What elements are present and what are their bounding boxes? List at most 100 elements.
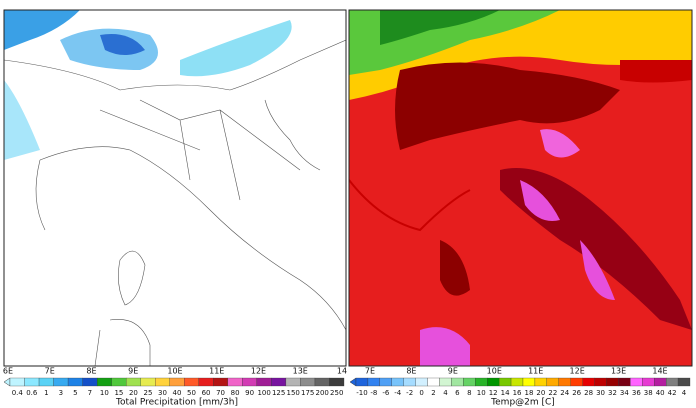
longitude-label: 9E [448,367,458,376]
colorbar-swatch [665,377,679,387]
colorbar-swatch [300,377,316,387]
colorbar-swatch [475,377,488,387]
colorbar-swatch [53,377,69,387]
longitude-label: 11E [528,367,543,376]
right-frame [348,9,693,367]
longitude-label: 14E [652,367,667,376]
colorbar-swatch [140,377,156,387]
colorbar-swatch [510,377,524,387]
colorbar-label: 5 [73,389,77,397]
colorbar-swatch [9,377,25,387]
longitude-label: 6E [3,367,13,376]
longitude-label: 13E [293,367,308,376]
longitude-label: 8E [406,367,416,376]
colorbar-swatch [558,377,571,387]
colorbar-label: -2 [406,389,413,397]
colorbar-label: 0.4 [12,389,24,397]
longitude-label: 7E [45,367,55,376]
colorbar-swatch [498,377,512,387]
colorbar-label: 28 [584,389,593,397]
colorbar-swatch [487,377,500,387]
colorbar-label: 2 [431,389,435,397]
colorbar-label: 250 [330,389,343,397]
colorbar-swatch [126,377,141,387]
colorbar-swatch [606,377,619,387]
colorbar-title: Total Precipitation [mm/3h] [115,398,238,408]
colorbar-swatch [111,377,127,387]
colorbar-label: 8 [467,389,471,397]
colorbar-swatch [329,377,345,387]
colorbar-swatch [198,377,214,387]
colorbar-swatch [227,377,243,387]
colorbar-swatch [463,377,476,387]
colorbar-label: 40 [656,389,665,397]
colorbar-label: -4 [394,389,402,397]
colorbar-label: 38 [644,389,653,397]
colorbar-label: 30 [158,389,167,397]
colorbar-label: 200 [316,389,329,397]
colorbar-label: 70 [216,389,225,397]
colorbar-label: 12 [489,389,498,397]
colorbar-swatch [630,377,643,387]
colorbar-label: 125 [272,389,285,397]
colorbar-label: 36 [632,389,641,397]
colorbar-swatch [367,377,381,387]
colorbar-label: 32 [608,389,617,397]
colorbar-swatch [642,377,655,387]
colorbar-label: 10 [100,389,109,397]
colorbar-label: 40 [173,389,182,397]
left-frame [3,9,347,367]
colorbar-swatch [314,377,330,387]
colorbar-label: 15 [114,389,123,397]
colorbar-swatch [654,377,667,387]
precip-map [4,10,346,366]
colorbar-label: 24 [560,389,569,397]
colorbar-arrow [3,377,11,387]
colorbar-label: 150 [286,389,299,397]
colorbar-swatch [67,377,83,387]
colorbar-swatch [169,377,185,387]
longitude-label: 10E [487,367,502,376]
colorbar-swatch [546,377,559,387]
colorbar-swatch [82,377,98,387]
colorbar-swatch [391,377,404,387]
colorbar-swatch [439,377,452,387]
longitude-label: 11E [209,367,224,376]
colorbar-label: 90 [245,389,254,397]
colorbar-swatch [677,377,691,387]
longitude-label: 12E [251,367,266,376]
colorbar-swatch [570,377,583,387]
colorbar-swatch [403,377,416,387]
colorbar-label: 26 [572,389,581,397]
colorbar-label: 30 [596,389,605,397]
longitude-label: 14 [337,367,347,376]
colorbar-swatch [213,377,228,387]
colorbar-swatch [285,377,301,387]
colorbar-swatch [522,377,536,387]
colorbar-label: -6 [382,389,390,397]
colorbar-label: 18 [525,389,534,397]
colorbar-swatch [594,377,607,387]
colorbar-label: 14 [501,389,510,397]
colorbar-label: 20 [129,389,138,397]
colorbar-label: 10 [477,389,486,397]
colorbar-label: 3 [59,389,63,397]
colorbar-label: 20 [536,389,545,397]
colorbar-label: 0.6 [26,389,38,397]
colorbar-label: 1 [44,389,48,397]
colorbar-label: 42 [668,389,677,397]
colorbar-label: 34 [620,389,629,397]
colorbar-swatch [415,377,428,387]
temperature-map [349,10,692,366]
colorbar-swatch [271,377,287,387]
colorbar-swatch [256,377,272,387]
colorbar-label: 7 [88,389,92,397]
colorbar-swatch [96,377,112,387]
colorbar-swatch [24,377,40,387]
colorbar-swatch [582,377,595,387]
longitude-label: 8E [86,367,96,376]
colorbar-swatch [38,377,54,387]
colorbar-swatch [427,377,440,387]
colorbar-swatch [534,377,548,387]
